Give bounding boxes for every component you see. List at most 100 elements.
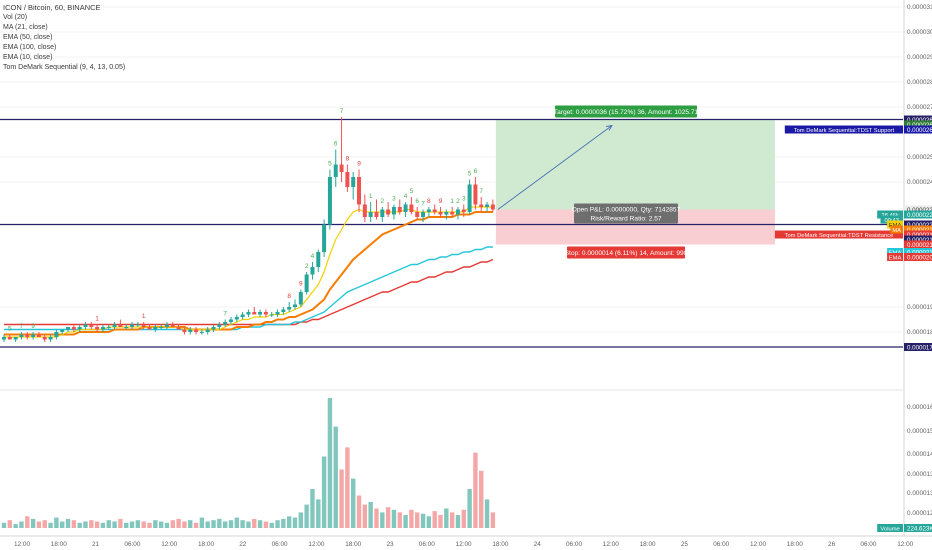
volume-bar (71, 520, 77, 528)
volume-bar (42, 520, 47, 528)
candle (228, 317, 233, 325)
td-label: 7 (20, 323, 24, 330)
td-label: 7 (479, 188, 483, 195)
time-axis[interactable]: 12:00 18:00 21 06:00 12:00 18:00 22 06:00 12:00 1… (0, 535, 932, 548)
price-label-box (904, 230, 932, 239)
projection-line (497, 125, 613, 210)
price-tick-label: 0.0000180 (907, 329, 932, 336)
price-label-box (904, 235, 932, 244)
indicator-ema100[interactable]: EMA (100, close) (3, 44, 57, 51)
candle-body (211, 327, 216, 330)
price-label: 0.0000229 (904, 210, 932, 219)
volume-bar (141, 521, 146, 528)
candle-body (252, 312, 257, 315)
indicator-ema50[interactable]: EMA (50, close) (3, 34, 53, 41)
horizontal-lines[interactable] (0, 118, 903, 348)
volume-bar (490, 512, 496, 528)
price-label: 0.0000215 (904, 240, 932, 249)
volume-bar (333, 426, 338, 528)
position-tool[interactable]: Target: 0.0000036 (15.72%) 36, Amount: 1… (497, 105, 699, 259)
candle (205, 327, 210, 335)
projection-arrowhead (605, 124, 613, 131)
candle-body (164, 324, 169, 327)
candle (490, 199, 495, 212)
candle-body (141, 324, 146, 327)
candle-body (287, 307, 292, 310)
volume-bar (263, 521, 269, 528)
stop-label-text: Stop: 0.0000014 (6.11%) 14, Amount: 990 (565, 250, 688, 257)
candle-body (71, 327, 76, 330)
side-tag-box (877, 210, 903, 219)
side-tag-box (887, 248, 903, 256)
price-label-text: 0.0000217 (907, 237, 932, 244)
candle (19, 332, 24, 340)
candle-body (339, 164, 344, 172)
volume-value-box (904, 524, 932, 532)
side-tag-box (784, 125, 903, 134)
candle-body (188, 329, 193, 332)
target-zone (495, 119, 775, 210)
time-tick-label: 12:00 (308, 541, 324, 548)
side-tag: Volume (877, 524, 903, 532)
volume-bar (286, 516, 292, 528)
td-label: 3 (392, 196, 396, 203)
td-label: 6 (474, 168, 478, 175)
pl-text: Open P&L: 0.0000000, Qty: 7142857 (572, 207, 681, 214)
candle (112, 322, 117, 330)
volume-bar (158, 521, 164, 528)
volume-bar (106, 520, 111, 528)
candle-body (327, 177, 332, 225)
volume-value-label: 224.623K (904, 524, 932, 532)
candle-body (461, 209, 466, 212)
td-label: 3 (462, 196, 466, 203)
td-label: 6 (415, 198, 419, 205)
volume-bar (25, 516, 30, 528)
volume-bar (1, 522, 7, 528)
volume-bar (246, 521, 251, 528)
td-label: 1 (142, 313, 146, 320)
volume-bar (397, 512, 402, 528)
pl-label: Open P&L: 0.0000000, Qty: 7142857 Risk/Re… (572, 203, 681, 224)
candle (450, 207, 455, 217)
price-label-text: 0.0000262 (907, 127, 932, 134)
volume-bar (211, 520, 216, 528)
volume-tick-label: 0.0000162 (907, 404, 932, 411)
volume-bar (403, 515, 408, 528)
volume-bar (118, 518, 123, 528)
indicator-vol[interactable]: Vol (20) (3, 14, 28, 21)
volume-bar (228, 520, 234, 528)
candle (374, 199, 379, 220)
candle-body (269, 314, 274, 316)
indicator-ma21[interactable]: MA (21, close) (3, 24, 48, 31)
indicator-td-sequential[interactable]: Tom DeMark Sequential (9, 4, 13, 0.05) (3, 64, 126, 71)
candle-body (77, 327, 82, 330)
target-label-box (555, 105, 697, 118)
volume-bar (100, 522, 106, 528)
side-tag: EMA (887, 253, 903, 261)
volume-bar (217, 518, 222, 528)
candle-body (182, 329, 187, 332)
candle (42, 334, 47, 342)
side-tag-box (877, 524, 903, 532)
chart-legend: ICON / Bitcoin, 60, BINANCE Vol (20) MA … (3, 3, 125, 73)
volume-bar (385, 507, 391, 528)
price-label-text: 0.0000265 (907, 117, 932, 124)
time-tick-label: 06:00 (419, 541, 435, 548)
volume-bar (170, 520, 175, 528)
price-axis[interactable]: 0.0000310 0.0000300 0.0000290 0.0000280 0.00… (774, 0, 932, 550)
volume-bar (374, 508, 379, 528)
candle (217, 322, 222, 330)
volume-tick-label: 0.0000154 (907, 428, 932, 435)
price-label-text: 0.0000209 (907, 254, 932, 261)
symbol-title[interactable]: ICON / Bitcoin, 60, BINANCE (3, 3, 101, 12)
candle (194, 327, 199, 335)
candle (246, 309, 251, 317)
candle-body (397, 207, 402, 212)
candle (327, 169, 332, 230)
indicator-ema10[interactable]: EMA (10, close) (3, 54, 53, 61)
price-label-box (904, 240, 932, 249)
td-label: 8 (427, 198, 431, 205)
volume-bar (298, 512, 304, 528)
candle-body (293, 304, 297, 307)
